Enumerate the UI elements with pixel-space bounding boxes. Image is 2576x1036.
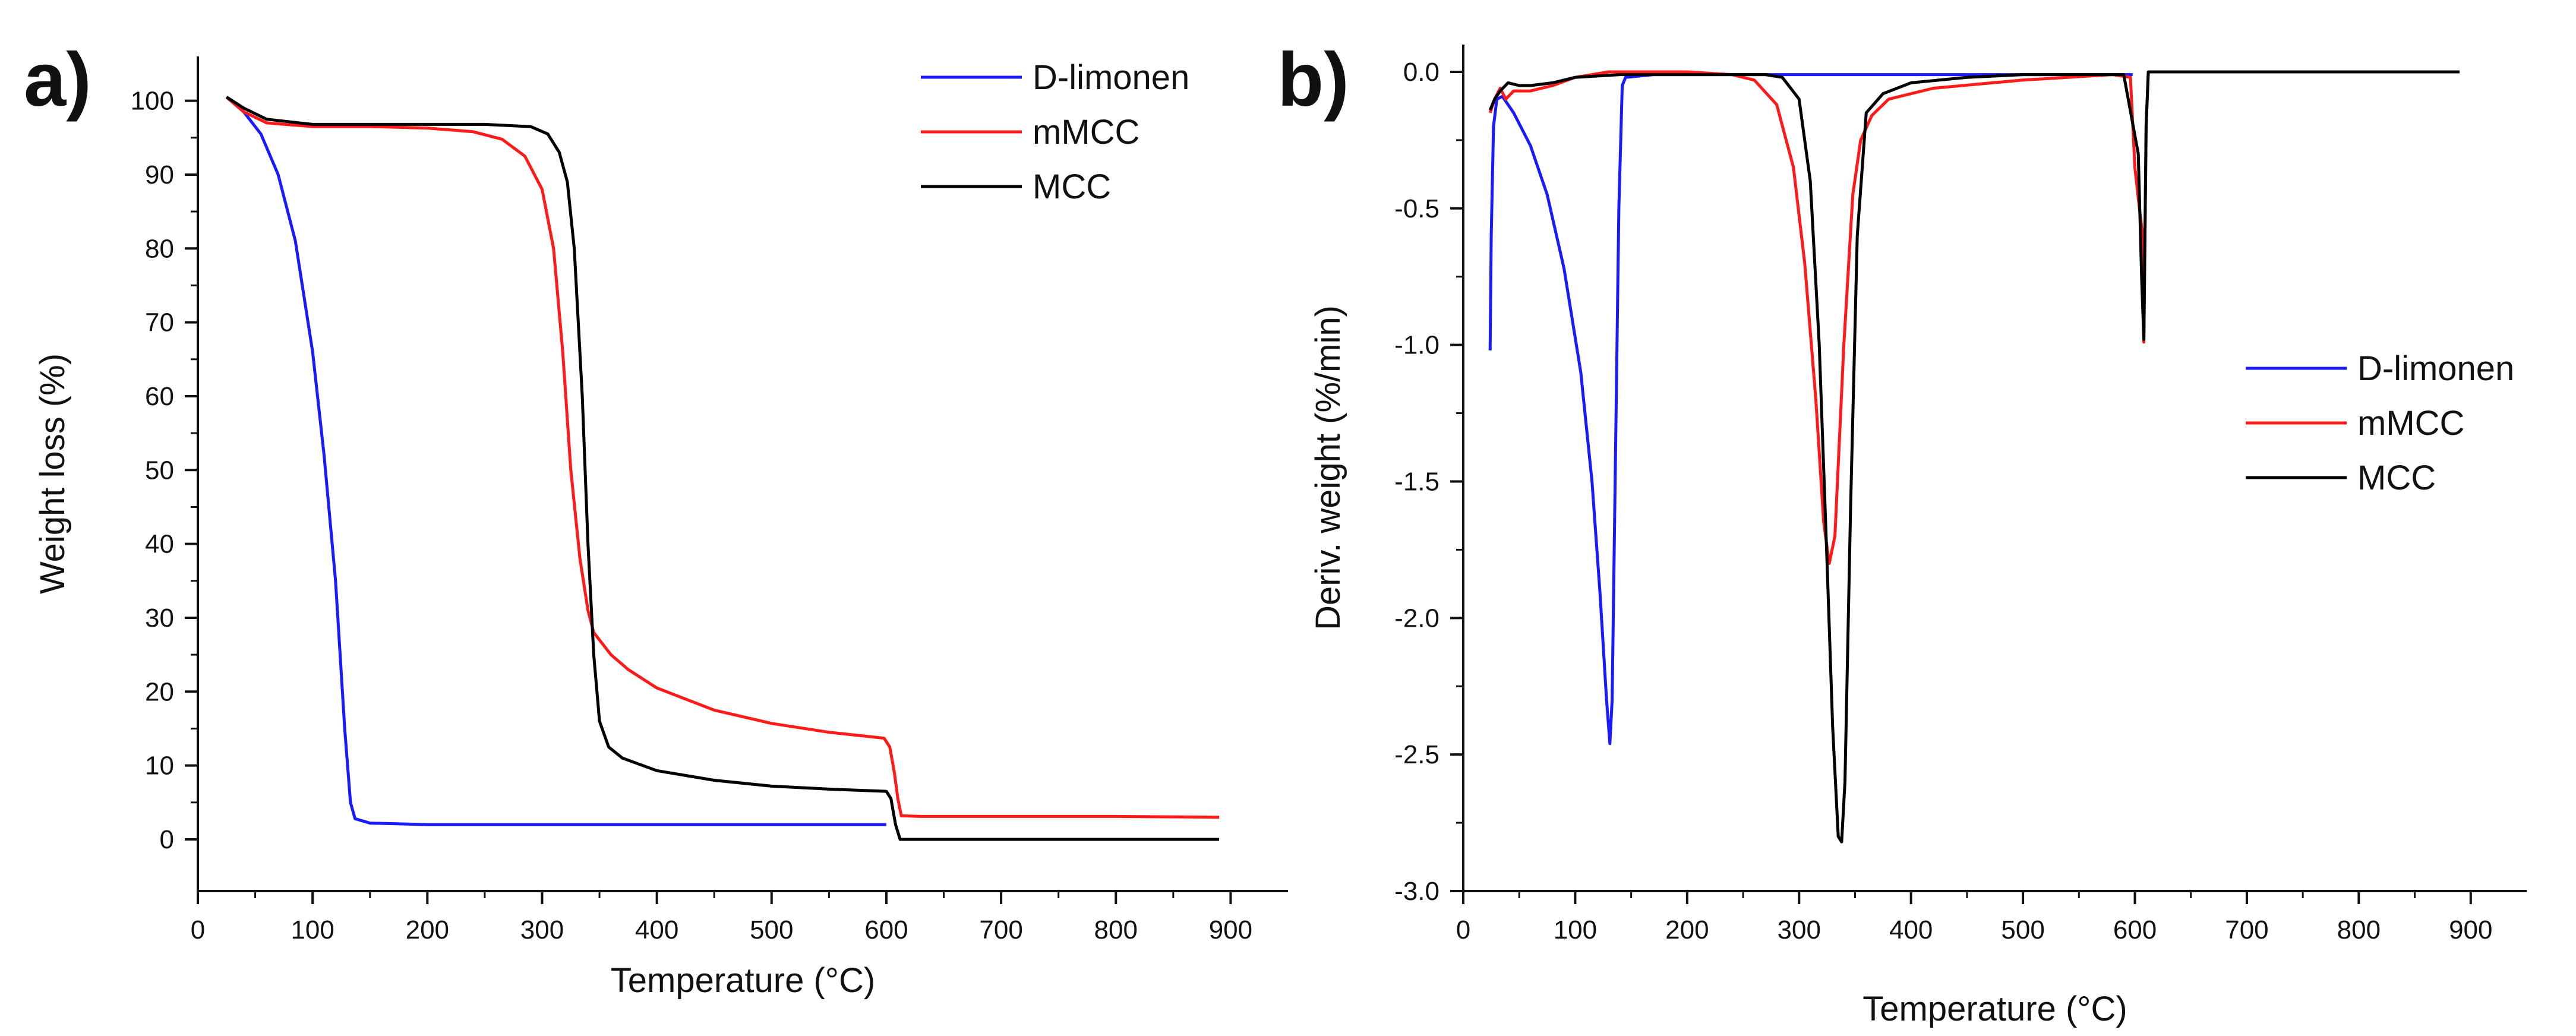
panel-b-derivative-weight: 0 100 200 300 400 500 600 700 800 900 0.0 -0.5 -1.0 -… (1277, 37, 2527, 1028)
x-tick-label: 500 (750, 915, 793, 945)
y-tick-label: 100 (131, 87, 174, 116)
series-line-mcc (1488, 70, 2460, 844)
series-line-d-limonen (225, 96, 886, 826)
y-tick-label: -1.5 (1394, 467, 1439, 496)
x-axis-title: Temperature (°C) (1862, 990, 2127, 1028)
x-tick-label: 0 (191, 915, 205, 945)
y-tick-label: -2.0 (1394, 604, 1439, 633)
series-line-d-limonen (1488, 73, 2133, 746)
y-tick-label: -2.5 (1394, 740, 1439, 769)
y-axis-title: Deriv. weight (%/min) (1309, 305, 1347, 630)
y-tick-label: 0 (160, 825, 174, 854)
legend-label-d-limonen: D-limonen (2357, 349, 2514, 388)
y-tick-label: 40 (145, 530, 174, 559)
y-tick-label: 30 (145, 604, 174, 633)
x-axis-title: Temperature (°C) (611, 961, 875, 1000)
x-tick-label: 200 (1665, 915, 1709, 945)
legend: D-limonen mMCC MCC (2246, 349, 2514, 497)
x-tick-label: 400 (635, 915, 678, 945)
y-tick-label: 60 (145, 382, 174, 411)
legend-label-mcc: MCC (2357, 459, 2436, 497)
panel-a-weight-loss: 0 100 200 300 400 500 600 700 800 900 0 10 20 30 40 50 6… (24, 37, 1288, 1000)
x-tick-label: 900 (2449, 915, 2492, 945)
legend-label-mmcc: mMCC (2357, 404, 2464, 443)
y-tick-label: 20 (145, 677, 174, 706)
series-line-mmcc (225, 96, 1220, 819)
legend-label-mcc: MCC (1033, 168, 1111, 206)
x-tick-label: 300 (1778, 915, 1821, 945)
series-line-mcc (225, 96, 1220, 841)
x-tick-label: 200 (406, 915, 449, 945)
y-tick-label: 90 (145, 160, 174, 189)
legend-label-mmcc: mMCC (1033, 113, 1139, 151)
legend: D-limonen mMCC MCC (921, 58, 1189, 206)
x-tick-label: 700 (2225, 915, 2268, 945)
y-tick-label: 10 (145, 751, 174, 781)
y-tick-label: 50 (145, 456, 174, 485)
y-tick-label: -1.0 (1394, 331, 1439, 360)
y-tick-label: 70 (145, 308, 174, 337)
x-tick-label: 400 (1889, 915, 1933, 945)
y-tick-label: -0.5 (1394, 194, 1439, 223)
panel-label: b) (1277, 37, 1349, 122)
x-tick-label: 800 (1094, 915, 1138, 945)
x-tick-label: 700 (979, 915, 1022, 945)
x-tick-label: 100 (1554, 915, 1597, 945)
x-tick-label: 0 (1456, 915, 1470, 945)
y-tick-label: 80 (145, 234, 174, 263)
x-tick-label: 600 (864, 915, 908, 945)
x-tick-label: 900 (1209, 915, 1252, 945)
x-tick-label: 800 (2337, 915, 2381, 945)
panel-label: a) (24, 37, 91, 122)
x-tick-label: 300 (520, 915, 564, 945)
y-axis-title: Weight loss (%) (33, 353, 72, 594)
y-tick-label: 0.0 (1403, 58, 1439, 87)
series-line-mmcc (1488, 70, 2460, 565)
x-tick-label: 500 (2001, 915, 2044, 945)
x-tick-label: 600 (2113, 915, 2157, 945)
x-tick-label: 100 (291, 915, 334, 945)
y-tick-label: -3.0 (1394, 877, 1439, 906)
legend-label-d-limonen: D-limonen (1033, 58, 1189, 97)
